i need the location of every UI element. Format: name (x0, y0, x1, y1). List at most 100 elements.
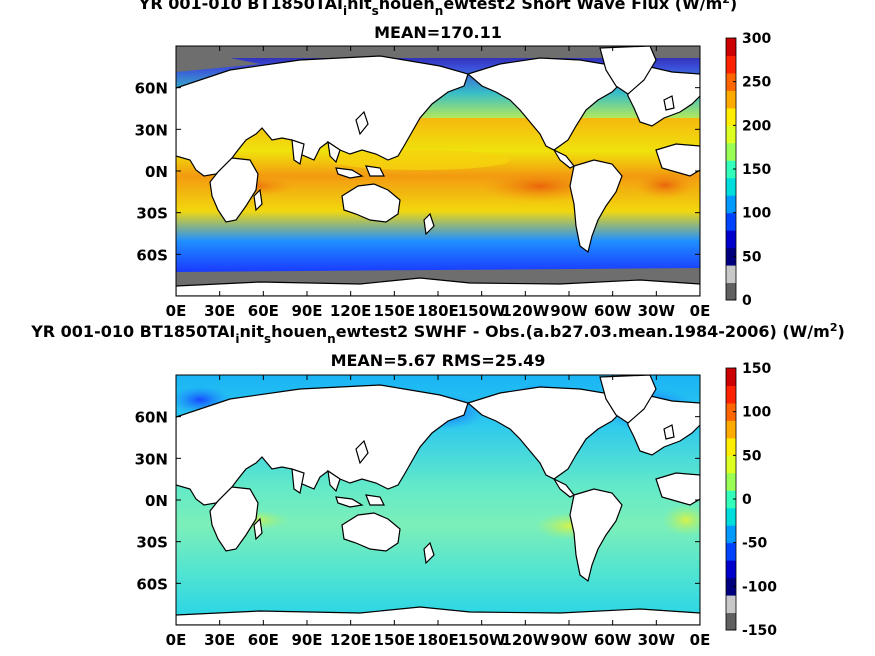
y-tick-label: 60S (136, 575, 168, 593)
colorbar-segment (726, 212, 736, 231)
colorbar-tick-label: 50 (742, 448, 762, 464)
title-part: s (372, 4, 379, 18)
panel-2-subtitle: MEAN=5.67 RMS=25.49 (331, 351, 546, 370)
colorbar-segment (726, 595, 736, 614)
colorbar-segment (726, 368, 736, 386)
x-tick-label: 60W (594, 631, 632, 649)
y-tick-label: 30S (136, 205, 168, 223)
panel-1-colorbar: 300 250 200 150 100 50 0 (725, 31, 771, 309)
x-tick-label: 120W (501, 631, 549, 649)
x-tick-label: 30W (638, 631, 676, 649)
colorbar-tick-label: 0 (742, 293, 752, 309)
colorbar-segment (726, 265, 736, 284)
colorbar-segment (726, 230, 736, 249)
colorbar-tick-label: 100 (742, 206, 771, 222)
x-tick-label: 150W (458, 302, 506, 320)
panel-1: YR 001-010 BT1850TAIinitshouennewtest2 S… (135, 0, 772, 320)
y-tick-label: 60N (135, 80, 168, 98)
title-part: houen (271, 322, 327, 341)
colorbar-segment (726, 247, 736, 266)
panel-2-title: YR 001-010 BT1850TAIinitshouennewtest2 S… (30, 321, 845, 346)
x-tick-label: 90W (550, 302, 588, 320)
title-part: i (235, 332, 239, 346)
y-tick-label: 60S (136, 246, 168, 264)
colorbar-segment (726, 577, 736, 596)
colorbar-segment (726, 455, 736, 474)
title-part: s (264, 332, 271, 346)
y-tick-label: 30N (135, 121, 168, 139)
colorbar-segment (726, 437, 736, 456)
panel-2: YR 001-010 BT1850TAIinitshouennewtest2 S… (30, 321, 845, 649)
x-tick-label: 90E (291, 302, 322, 320)
x-tick-label: 60E (248, 631, 279, 649)
colorbar-segment (726, 472, 736, 491)
title-part: nit (347, 0, 372, 13)
title-part: YR 001-010 BT1850TAI (30, 322, 235, 341)
colorbar-segment (726, 195, 736, 214)
x-tick-label: 30E (204, 631, 235, 649)
title-part: ) (837, 322, 844, 341)
x-tick-label: 180E (417, 302, 459, 320)
colorbar-segment (726, 282, 736, 301)
colorbar-segment (726, 542, 736, 561)
y-tick-label: 0N (145, 163, 168, 181)
y-tick-label: 60N (135, 409, 168, 427)
x-tick-label: 30W (638, 302, 676, 320)
colorbar-segment (726, 177, 736, 196)
x-tick-label: 150E (374, 631, 416, 649)
title-part: i (343, 4, 347, 18)
colorbar-tick-label: 300 (742, 31, 771, 47)
colorbar-segment (726, 107, 736, 126)
title-part: nit (239, 322, 264, 341)
colorbar-segment (726, 560, 736, 579)
x-tick-label: 120E (330, 302, 372, 320)
colorbar-tick-label: 50 (742, 249, 762, 265)
x-tick-label: 0E (690, 302, 711, 320)
x-tick-label: 60E (248, 302, 279, 320)
panel-1-title: YR 001-010 BT1850TAIinitshouennewtest2 S… (138, 0, 737, 18)
x-tick-label: 30E (204, 302, 235, 320)
x-tick-label: 150E (374, 302, 416, 320)
x-tick-label: 180E (417, 631, 459, 649)
colorbar-tick-label: 150 (742, 162, 771, 178)
colorbar-tick-label: 200 (742, 118, 771, 134)
colorbar-segment (726, 402, 736, 421)
x-tick-label: 90W (550, 631, 588, 649)
colorbar-segment (726, 507, 736, 526)
y-tick-label: 30S (136, 534, 168, 552)
colorbar-tick-label: 150 (742, 361, 771, 377)
title-part: ewtest2 SWHF - Obs.(a.b27.03.mean.1984-2… (336, 322, 830, 341)
title-part: n (327, 332, 336, 346)
x-tick-label: 0E (166, 631, 187, 649)
colorbar-segment (726, 525, 736, 544)
colorbar-segment (726, 38, 736, 56)
x-tick-label: 90E (291, 631, 322, 649)
colorbar-segment (726, 90, 736, 109)
x-tick-label: 0E (690, 631, 711, 649)
colorbar-tick-label: 0 (742, 492, 752, 508)
colorbar-segment (726, 612, 736, 631)
panel-2-colorbar: 150 100 50 0 -50 -100 -150 (725, 361, 777, 639)
panel-1-subtitle: MEAN=170.11 (374, 23, 502, 42)
colorbar-tick-label: 100 (742, 405, 771, 421)
panel-1-map (176, 46, 700, 296)
x-tick-label: 120W (501, 302, 549, 320)
y-tick-label: 0N (145, 492, 168, 510)
y-tick-label: 30N (135, 450, 168, 468)
panel-2-map (176, 375, 700, 625)
colorbar-segment (726, 160, 736, 179)
colorbar-segment (726, 72, 736, 91)
colorbar-tick-label: -50 (742, 536, 768, 552)
title-part: 2 (722, 0, 730, 6)
x-tick-label: 120E (330, 631, 372, 649)
colorbar-tick-label: -150 (742, 623, 777, 639)
colorbar-segment (726, 55, 736, 74)
colorbar-segment (726, 142, 736, 161)
colorbar-segment (726, 385, 736, 404)
title-part: 2 (830, 321, 838, 334)
x-tick-label: 60W (594, 302, 632, 320)
title-part: ) (730, 0, 737, 13)
colorbar-segment (726, 490, 736, 509)
